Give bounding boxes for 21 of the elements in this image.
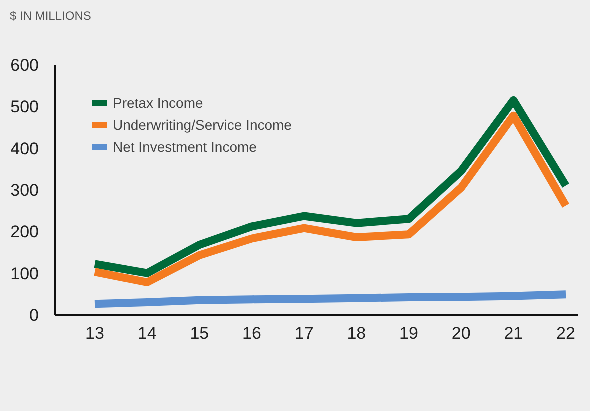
x-tick-label: 19: [400, 324, 418, 344]
x-tick-label: 14: [138, 324, 157, 344]
y-tick-label: 300: [10, 181, 39, 200]
x-tick-label: 16: [242, 324, 262, 344]
y-tick-label: 400: [10, 139, 39, 158]
chart-title: $ IN MILLIONS: [10, 9, 92, 23]
y-tick-label: 600: [10, 56, 39, 76]
x-tick-label: 20: [452, 324, 471, 344]
y-tick-label: 200: [10, 222, 39, 242]
y-tick-label: 0: [30, 306, 39, 326]
legend-label: Pretax Income: [112, 94, 204, 113]
legend-label: Underwriting/Service Income: [112, 116, 292, 135]
x-tick-label: 18: [347, 324, 366, 344]
x-tick-label: 15: [190, 324, 210, 344]
legend-label: Net Investment Income: [112, 138, 258, 157]
x-tick-label: 13: [86, 324, 104, 344]
y-tick-label: 500: [10, 98, 39, 117]
y-tick-label: 100: [10, 264, 39, 284]
x-tick-label: 21: [504, 324, 524, 344]
x-tick-label: 17: [294, 324, 314, 344]
x-tick-label: 22: [556, 324, 576, 344]
